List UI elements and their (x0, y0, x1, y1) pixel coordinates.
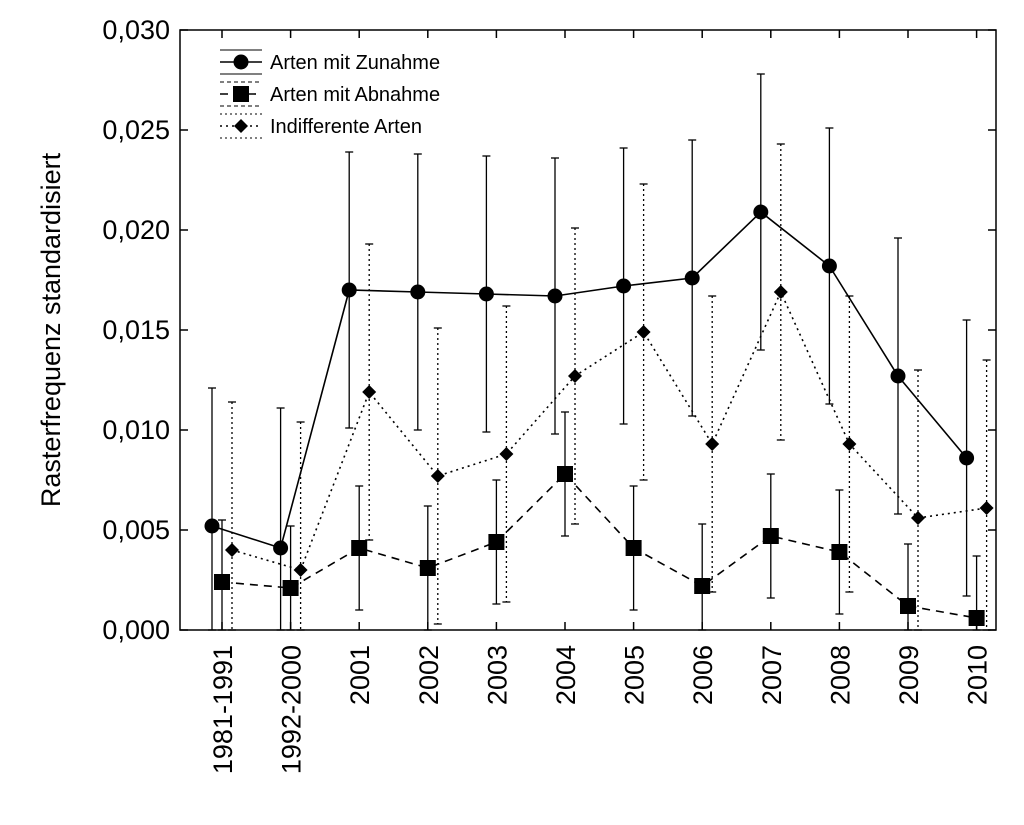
data-point-1 (821, 258, 837, 274)
data-point-3 (293, 563, 308, 577)
legend-marker (233, 86, 249, 102)
data-point-2 (900, 598, 916, 614)
x-tick-label: 2009 (894, 645, 924, 705)
x-tick-label: 2001 (345, 645, 375, 705)
x-tick-label: 1981-1991 (208, 645, 238, 774)
data-point-2 (351, 540, 368, 556)
y-tick-label: 0,010 (102, 415, 170, 445)
data-point-2 (214, 574, 230, 590)
data-point-1 (684, 270, 700, 286)
data-point-2 (694, 578, 711, 594)
x-tick-label: 2004 (551, 645, 581, 705)
data-point-2 (557, 466, 573, 482)
legend-marker (234, 119, 248, 133)
data-point-1 (616, 278, 632, 294)
data-point-2 (762, 528, 779, 544)
data-point-1 (959, 450, 975, 466)
data-point-2 (419, 560, 436, 576)
data-point-3 (842, 437, 857, 451)
x-tick-label: 2002 (414, 645, 444, 705)
y-tick-label: 0,015 (102, 315, 170, 345)
data-point-2 (831, 544, 848, 560)
x-tick-label: 2003 (482, 645, 512, 705)
data-point-1 (204, 518, 220, 534)
data-point-3 (705, 437, 720, 451)
series-line-1 (211, 210, 968, 550)
legend-label: Arten mit Zunahme (270, 52, 440, 74)
y-axis-title: Rasterfrequenz standardisiert (36, 152, 66, 507)
data-point-1 (273, 540, 289, 556)
data-point-2 (625, 540, 642, 556)
series-line-2 (221, 472, 977, 619)
data-point-3 (773, 285, 788, 299)
x-tick-label: 2007 (757, 645, 787, 705)
data-point-3 (430, 469, 445, 483)
data-point-3 (362, 385, 377, 399)
data-point-2 (488, 534, 505, 550)
y-tick-label: 0,005 (102, 515, 170, 545)
y-tick-label: 0,030 (102, 15, 170, 45)
legend-label: Indifferente Arten (270, 116, 422, 138)
data-point-1 (478, 286, 494, 302)
data-point-1 (890, 368, 906, 384)
data-point-3 (979, 501, 994, 515)
data-point-3 (568, 369, 582, 383)
x-tick-label: 2005 (620, 645, 650, 705)
data-point-1 (341, 282, 357, 298)
x-tick-label: 2010 (963, 645, 993, 705)
data-point-1 (753, 204, 769, 220)
y-tick-label: 0,000 (102, 615, 170, 645)
data-point-3 (636, 325, 651, 339)
legend-marker (233, 54, 249, 70)
data-point-2 (282, 580, 299, 596)
x-tick-label: 1992-2000 (277, 645, 307, 774)
data-point-2 (968, 610, 985, 626)
data-point-3 (499, 447, 514, 461)
data-point-1 (547, 288, 563, 304)
y-tick-label: 0,020 (102, 215, 170, 245)
x-tick-label: 2006 (688, 645, 718, 705)
series-line-3 (231, 290, 987, 571)
x-tick-label: 2008 (825, 645, 855, 705)
data-point-3 (911, 511, 925, 525)
data-point-3 (225, 543, 239, 557)
data-point-1 (410, 284, 426, 300)
legend-label: Arten mit Abnahme (270, 84, 440, 106)
y-tick-label: 0,025 (102, 115, 170, 145)
